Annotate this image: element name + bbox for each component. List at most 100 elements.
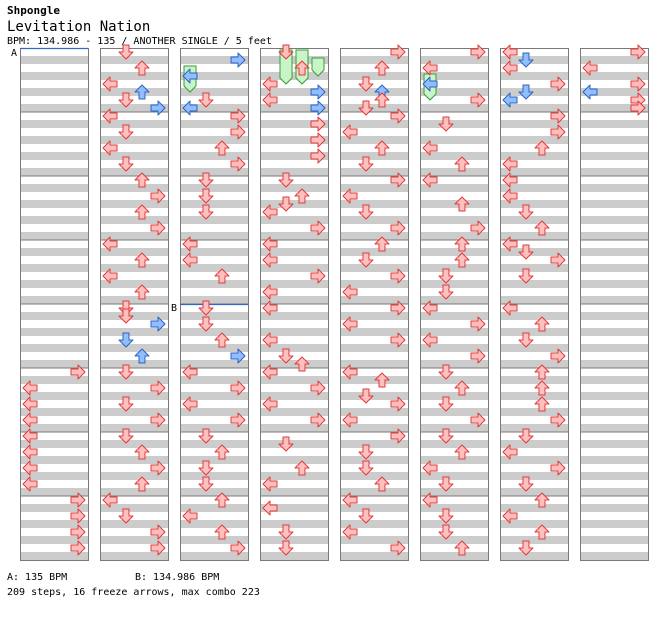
beat-stripe xyxy=(100,136,168,144)
up-arrow-icon xyxy=(294,188,310,204)
beat-stripe xyxy=(420,376,488,384)
beat-stripe xyxy=(260,88,328,96)
left-arrow-icon xyxy=(502,188,518,204)
down-arrow-icon xyxy=(518,428,534,444)
beat-stripe xyxy=(260,216,328,224)
beat-stripe xyxy=(20,328,88,336)
beat-stripe xyxy=(340,248,408,256)
right-arrow-icon xyxy=(230,124,246,140)
down-arrow-icon xyxy=(358,460,374,476)
beat-stripe xyxy=(420,248,488,256)
beat-stripe xyxy=(180,136,248,144)
beat-stripe xyxy=(580,264,648,272)
beat-stripe xyxy=(420,152,488,160)
beat-stripe xyxy=(100,168,168,176)
right-arrow-icon xyxy=(470,348,486,364)
down-arrow-icon xyxy=(198,476,214,492)
beat-stripe xyxy=(580,504,648,512)
down-arrow-icon xyxy=(518,476,534,492)
up-arrow-icon xyxy=(454,236,470,252)
beat-stripe xyxy=(340,200,408,208)
beat-stripe xyxy=(260,168,328,176)
beat-stripe xyxy=(340,184,408,192)
beat-stripe xyxy=(500,200,568,208)
beat-stripe xyxy=(20,104,88,112)
panel-border xyxy=(100,48,169,561)
chart-panel xyxy=(420,48,489,561)
down-arrow-icon xyxy=(518,52,534,68)
beat-stripe xyxy=(180,392,248,400)
beat-stripe xyxy=(340,504,408,512)
beat-stripe xyxy=(580,72,648,80)
beat-stripe xyxy=(180,232,248,240)
beat-stripe xyxy=(420,168,488,176)
up-arrow-icon xyxy=(374,140,390,156)
beat-stripe xyxy=(260,392,328,400)
down-arrow-icon xyxy=(198,92,214,108)
down-arrow-icon xyxy=(198,300,214,316)
left-arrow-icon xyxy=(422,300,438,316)
right-arrow-icon xyxy=(390,220,406,236)
beat-stripe xyxy=(260,152,328,160)
chart-panel xyxy=(340,48,409,561)
beat-stripe xyxy=(100,264,168,272)
left-arrow-icon xyxy=(262,236,278,252)
beat-stripe xyxy=(20,72,88,80)
beat-stripe xyxy=(500,424,568,432)
left-arrow-icon xyxy=(182,252,198,268)
beat-stripe xyxy=(580,392,648,400)
left-arrow-icon xyxy=(262,364,278,380)
beat-stripe xyxy=(500,408,568,416)
beat-stripe xyxy=(500,312,568,320)
up-arrow-icon xyxy=(294,60,310,76)
up-arrow-icon xyxy=(134,60,150,76)
beat-stripe xyxy=(340,344,408,352)
beat-stripe xyxy=(100,488,168,496)
beat-stripe xyxy=(500,248,568,256)
beat-stripe xyxy=(180,488,248,496)
beat-stripe xyxy=(420,312,488,320)
beat-stripe xyxy=(500,360,568,368)
right-arrow-icon xyxy=(550,460,566,476)
up-arrow-icon xyxy=(454,380,470,396)
right-arrow-icon xyxy=(390,540,406,556)
beat-stripe xyxy=(20,56,88,64)
beat-stripe xyxy=(20,88,88,96)
left-arrow-icon xyxy=(422,60,438,76)
beat-stripe xyxy=(100,56,168,64)
beat-stripe xyxy=(420,472,488,480)
beat-stripe xyxy=(340,328,408,336)
right-arrow-icon xyxy=(550,124,566,140)
up-arrow-icon xyxy=(374,372,390,388)
beat-stripe xyxy=(500,488,568,496)
left-arrow-icon xyxy=(102,236,118,252)
up-arrow-icon xyxy=(374,60,390,76)
beat-stripe xyxy=(420,440,488,448)
beat-stripe xyxy=(260,504,328,512)
left-arrow-icon xyxy=(182,236,198,252)
left-arrow-icon xyxy=(262,284,278,300)
panel-border xyxy=(500,48,569,561)
legend: A: 135 BPM B: 134.986 BPM 209 steps, 16 f… xyxy=(7,570,260,600)
right-arrow-icon xyxy=(390,44,406,60)
beat-stripe xyxy=(100,472,168,480)
right-arrow-icon xyxy=(390,268,406,284)
left-arrow-icon xyxy=(342,124,358,140)
beat-stripe xyxy=(180,56,248,64)
up-arrow-icon xyxy=(134,444,150,460)
beat-stripe xyxy=(180,72,248,80)
beat-stripe xyxy=(580,104,648,112)
up-arrow-icon xyxy=(134,348,150,364)
right-arrow-icon xyxy=(390,108,406,124)
right-arrow-icon xyxy=(310,148,326,164)
beat-stripe xyxy=(580,360,648,368)
left-arrow-icon xyxy=(422,460,438,476)
beat-stripe xyxy=(20,344,88,352)
beat-stripe xyxy=(420,408,488,416)
beat-stripe xyxy=(100,312,168,320)
left-arrow-icon xyxy=(102,140,118,156)
left-arrow-icon xyxy=(262,204,278,220)
beat-stripe xyxy=(260,360,328,368)
beat-stripe xyxy=(180,184,248,192)
chart-info-line: BPM: 134.986 - 135 / ANOTHER SINGLE / 5 … xyxy=(7,36,272,47)
